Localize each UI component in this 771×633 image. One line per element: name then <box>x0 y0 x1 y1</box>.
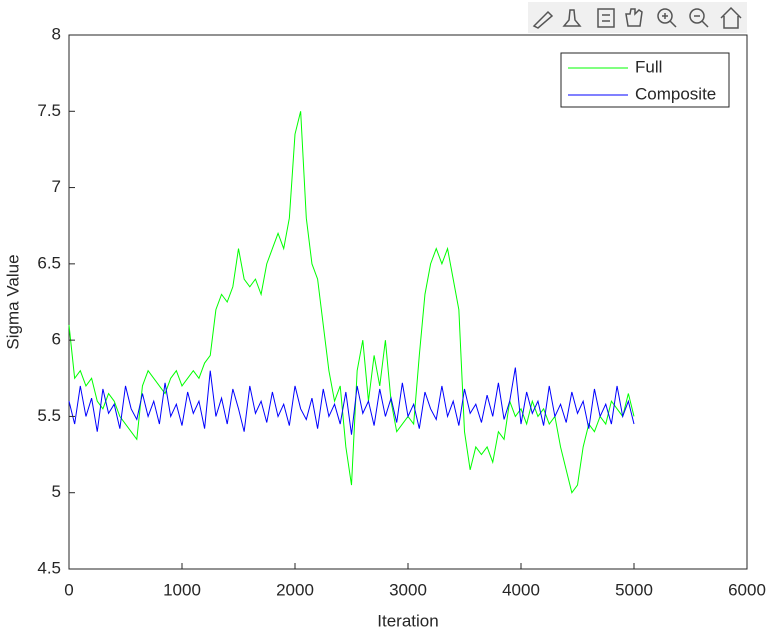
y-tick-label: 6.5 <box>37 253 61 272</box>
y-tick-label: 7 <box>52 177 61 196</box>
y-tick-label: 6 <box>52 330 61 349</box>
legend-label: Full <box>635 57 662 76</box>
legend <box>560 52 730 108</box>
x-axis-label: Iteration <box>377 611 438 630</box>
plot-area <box>68 34 748 570</box>
y-tick-label: 5.5 <box>37 406 61 425</box>
series-line <box>68 111 635 494</box>
x-tick-label: 3000 <box>389 580 427 599</box>
y-tick-label: 5 <box>52 482 61 501</box>
x-tick-label: 6000 <box>728 580 766 599</box>
series-line <box>68 367 635 435</box>
y-tick-label: 7.5 <box>37 101 61 120</box>
x-tick-label: 4000 <box>502 580 540 599</box>
x-tick-label: 0 <box>64 580 73 599</box>
x-tick-label: 5000 <box>615 580 653 599</box>
y-tick-label: 8 <box>52 24 61 43</box>
y-tick-label: 4.5 <box>37 558 61 577</box>
x-tick-label: 1000 <box>163 580 201 599</box>
legend-label: Composite <box>635 84 716 103</box>
toolbar <box>528 2 747 33</box>
plot <box>68 111 635 494</box>
y-axis-label: Sigma Value <box>3 254 22 349</box>
x-tick-label: 2000 <box>276 580 314 599</box>
